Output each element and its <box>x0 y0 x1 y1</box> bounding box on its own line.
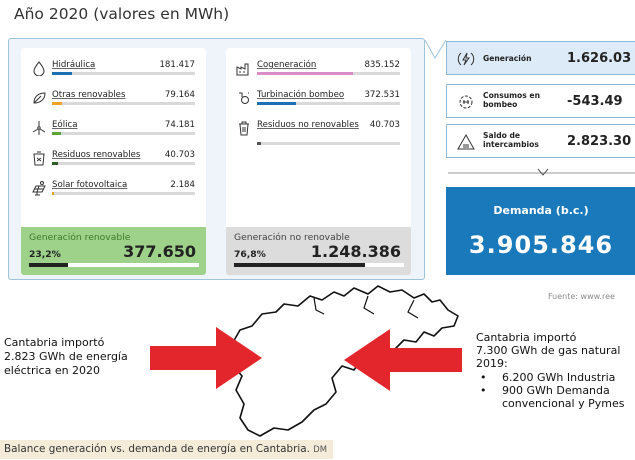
pumping-consumption-label: Consumos en bombeo <box>483 91 540 109</box>
non-renewable-item-bar-fill <box>257 102 296 105</box>
leaf-icon <box>33 92 46 104</box>
non-renewable-total-percent: 76,8% <box>234 249 266 260</box>
renewable-item-bar-fill <box>52 72 73 75</box>
gas-import-paragraph: Cantabria importó 7.300 GWh de gas natur… <box>476 331 621 370</box>
non-renewable-item-bar <box>257 102 400 105</box>
non-renewable-item-bar <box>257 72 400 75</box>
renewable-item-label[interactable]: Residuos renovables <box>52 150 141 160</box>
import-arrow-right-icon <box>150 327 262 389</box>
import-arrow-left-icon <box>344 329 462 391</box>
non-renewable-item-label[interactable]: Residuos no renovables <box>257 120 359 130</box>
non-renewable-item-label[interactable]: Turbinación bombeo <box>257 90 345 100</box>
caption-text: Balance generación vs. demanda de energí… <box>4 443 310 455</box>
renewable-item-bar <box>52 162 195 165</box>
renewable-total-value: 377.650 <box>123 242 196 261</box>
non-renewable-item-bar <box>257 142 400 145</box>
non-renewable-total-box: Generación no renovable 76,8% 1.248.386 <box>226 227 411 275</box>
generation-summary-box: Generación 1.626.03 <box>446 41 635 75</box>
separator-arrow <box>448 168 635 176</box>
renewable-item-bar <box>52 72 195 75</box>
gas-import-note: Cantabria importó 7.300 GWh de gas natur… <box>476 331 635 410</box>
renewable-item-bar-fill <box>52 132 61 135</box>
renewable-item-label[interactable]: Otras renovables <box>52 90 126 100</box>
generation-label: Generación <box>483 54 532 63</box>
renewable-item-bar <box>52 192 195 195</box>
exchange-balance-value: 2.823.30 <box>567 134 632 149</box>
cantabria-map <box>231 285 459 437</box>
renewable-total-percent: 23,2% <box>29 249 61 260</box>
source-note: Fuente: www.ree <box>548 292 615 301</box>
solar-panel-icon <box>32 181 46 196</box>
renewable-item-value: 2.184 <box>170 180 195 190</box>
renewable-total-bar-fill <box>29 263 69 267</box>
list-item: Eólica 74.181 <box>21 120 206 150</box>
balance-triangle-icon <box>457 133 475 150</box>
renewable-item-bar <box>52 102 195 105</box>
non-renewable-total-bar-fill <box>234 263 365 267</box>
renewable-item-bar-fill <box>52 192 54 195</box>
image-caption: Balance generación vs. demanda de energí… <box>0 440 333 459</box>
non-renewable-column: Cogeneración 835.152 Turbinación bombeo 372… <box>226 48 411 275</box>
exchange-balance-label: Saldo de intercambios <box>483 131 539 149</box>
non-renewable-item-bar-fill <box>257 72 353 75</box>
renewable-item-value: 181.417 <box>159 60 195 70</box>
bracket-connector <box>425 39 446 59</box>
list-item: Cogeneración 835.152 <box>226 60 411 90</box>
caption-credit: DM <box>313 444 327 454</box>
wind-turbine-icon <box>32 121 46 135</box>
non-renewable-item-label[interactable]: Cogeneración <box>257 60 317 70</box>
renewable-total-box: Generación renovable 23,2% 377.650 <box>21 227 206 275</box>
trash-icon <box>239 121 249 136</box>
gas-import-list: 6.200 GWh Industria 900 GWh Demanda conv… <box>476 371 635 410</box>
list-item: Otras renovables 79.164 <box>21 90 206 120</box>
renewable-column: Hidráulica 181.417 Otras renovables 79.164 E… <box>21 48 206 275</box>
non-renewable-total-bar <box>234 263 404 267</box>
renewable-item-bar-fill <box>52 102 62 105</box>
demand-value: 3.905.846 <box>468 231 614 259</box>
renewable-item-value: 40.703 <box>164 150 195 160</box>
renewable-item-value: 74.181 <box>164 120 195 130</box>
non-renewable-item-value: 835.152 <box>364 60 400 70</box>
exchange-balance-box: Saldo de intercambios 2.823.30 <box>446 124 635 158</box>
non-renewable-total-value: 1.248.386 <box>310 242 401 261</box>
waste-renewable-icon <box>33 151 45 166</box>
list-item: Solar fotovoltaica 2.184 <box>21 180 206 210</box>
non-renewable-total-label: Generación no renovable <box>234 232 350 243</box>
list-item: 6.200 GWh Industria <box>476 371 635 384</box>
demand-label: Demanda (b.c.) <box>493 204 589 217</box>
list-item: Residuos renovables 40.703 <box>21 150 206 180</box>
renewable-item-bar-fill <box>52 162 58 165</box>
gear-plug-icon <box>459 95 473 109</box>
electricity-import-note: Cantabria importó 2.823 GWh de energía e… <box>4 336 128 377</box>
renewable-item-bar <box>52 132 195 135</box>
renewable-item-label[interactable]: Eólica <box>52 120 78 130</box>
renewable-item-value: 79.164 <box>164 90 195 100</box>
non-renewable-item-value: 372.531 <box>364 90 400 100</box>
demand-box: Demanda (b.c.) 3.905.846 <box>446 187 635 275</box>
pumping-consumption-box: Consumos en bombeo -543.49 <box>446 84 635 118</box>
water-drop-icon <box>33 61 45 76</box>
non-renewable-item-bar-fill <box>257 142 262 145</box>
list-item: Turbinación bombeo 372.531 <box>226 90 411 120</box>
non-renewable-item-value: 40.703 <box>369 120 400 130</box>
list-item: 900 GWh Demanda convencional y Pymes <box>476 384 635 410</box>
lightning-bolt-icon <box>457 52 475 66</box>
generation-panel: Hidráulica 181.417 Otras renovables 79.164 E… <box>8 38 425 280</box>
generation-value: 1.626.03 <box>567 51 632 66</box>
factory-icon <box>236 63 249 76</box>
renewable-item-label[interactable]: Solar fotovoltaica <box>52 180 128 190</box>
page-title: Año 2020 (valores en MWh) <box>14 5 230 23</box>
list-item: Residuos no renovables 40.703 <box>226 120 411 150</box>
pumping-consumption-value: -543.49 <box>567 94 623 109</box>
renewable-total-bar <box>29 263 199 267</box>
list-item: Hidráulica 181.417 <box>21 60 206 90</box>
pumping-icon <box>239 92 249 104</box>
renewable-total-label: Generación renovable <box>29 232 131 243</box>
renewable-item-label[interactable]: Hidráulica <box>52 60 96 70</box>
